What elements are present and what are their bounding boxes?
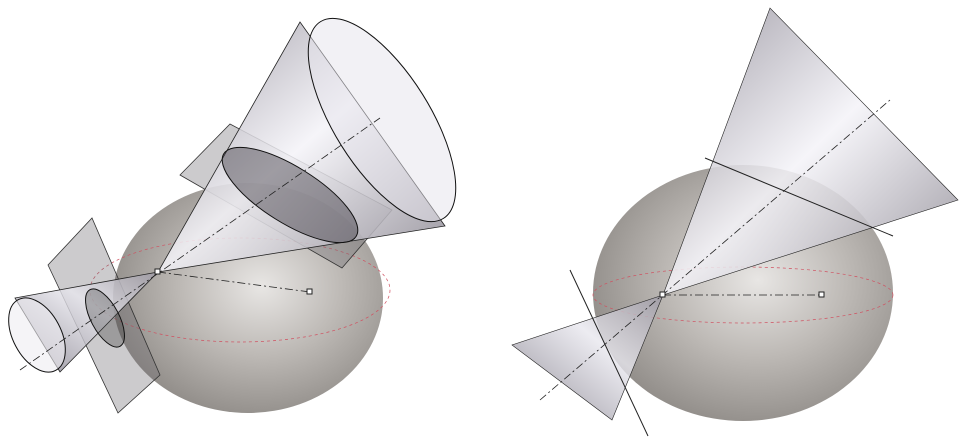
tangent-line — [569, 269, 649, 437]
tangent-line — [704, 157, 894, 237]
cone-mouth — [8, 297, 66, 373]
cone — [511, 294, 664, 421]
axis — [539, 99, 891, 401]
left-figure — [8, 17, 457, 414]
point — [306, 288, 313, 295]
cone — [662, 7, 959, 296]
axis — [157, 271, 311, 293]
section — [221, 146, 359, 244]
point — [154, 268, 161, 275]
axis — [19, 117, 381, 371]
right-figure — [511, 7, 959, 437]
point — [818, 291, 825, 298]
point — [659, 291, 666, 298]
section — [85, 288, 125, 348]
